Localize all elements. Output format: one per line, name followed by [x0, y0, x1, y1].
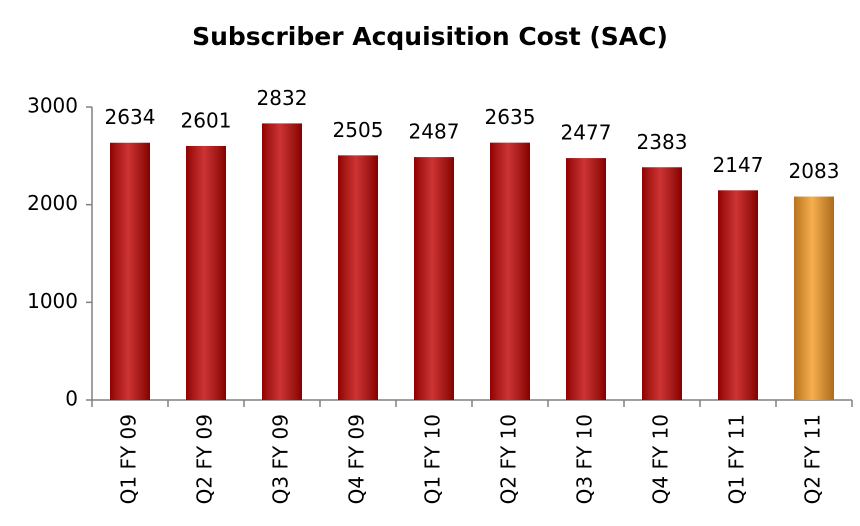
x-tick-label: Q3 FY 09 — [269, 414, 293, 504]
x-tick-label: Q4 FY 09 — [345, 414, 369, 504]
bar — [718, 190, 758, 400]
value-label: 2635 — [485, 105, 536, 129]
value-label: 2147 — [713, 153, 764, 177]
value-label: 2487 — [409, 120, 460, 144]
value-label: 2601 — [181, 108, 232, 132]
y-tick-label: 3000 — [27, 94, 78, 118]
bar — [642, 167, 682, 400]
x-tick-label: Q2 FY 11 — [801, 414, 825, 504]
y-tick-label: 1000 — [27, 289, 78, 313]
value-label: 2634 — [105, 105, 156, 129]
y-tick-label: 0 — [65, 387, 78, 411]
value-label: 2383 — [637, 130, 688, 154]
y-tick-label: 2000 — [27, 191, 78, 215]
x-tick-label: Q2 FY 09 — [193, 414, 217, 504]
value-label: 2083 — [789, 159, 840, 183]
bar — [566, 158, 606, 400]
bar — [110, 142, 150, 400]
bar — [414, 157, 454, 400]
x-tick-label: Q1 FY 09 — [117, 414, 141, 504]
x-tick-label: Q1 FY 10 — [421, 414, 445, 504]
bar — [338, 155, 378, 400]
value-label: 2505 — [333, 118, 384, 142]
bar — [490, 142, 530, 401]
bar — [794, 196, 834, 400]
x-tick-label: Q2 FY 10 — [497, 414, 521, 504]
x-tick-label: Q3 FY 10 — [573, 414, 597, 504]
bar — [262, 123, 302, 401]
chart-title: Subscriber Acquisition Cost (SAC) — [192, 22, 668, 51]
value-label: 2477 — [561, 121, 612, 145]
x-tick-label: Q4 FY 10 — [649, 414, 673, 504]
value-label: 2832 — [257, 86, 308, 110]
x-tick-label: Q1 FY 11 — [725, 414, 749, 504]
bar — [186, 145, 226, 400]
